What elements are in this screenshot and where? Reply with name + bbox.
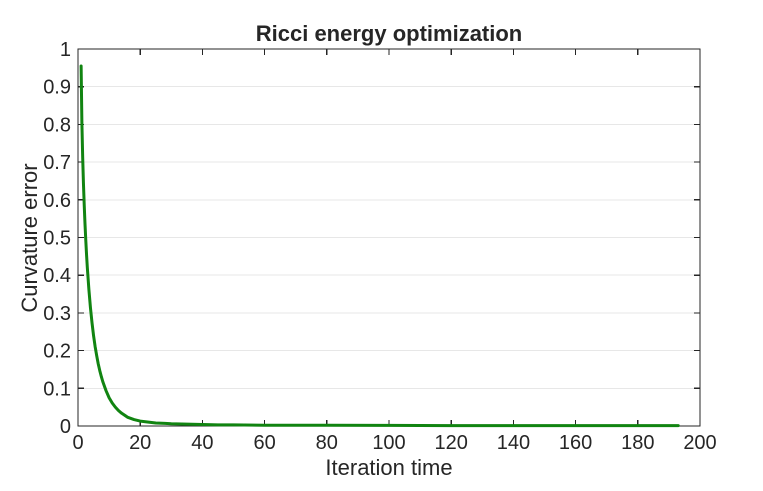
x-tick-label: 20 <box>129 432 151 454</box>
x-tick-label: 0 <box>72 432 83 454</box>
y-tick-label: 0.4 <box>43 265 71 287</box>
y-tick-label: 0 <box>60 416 71 438</box>
x-tick-label: 140 <box>497 432 530 454</box>
y-axis-label: Curvature error <box>17 163 42 313</box>
y-tick-label: 0.8 <box>43 114 71 136</box>
x-tick-label: 60 <box>253 432 275 454</box>
x-tick-labels: 0 20 40 60 80 100 120 140 160 180 200 <box>72 432 716 454</box>
y-tick-label: 0.7 <box>43 152 71 174</box>
y-tick-label: 0.3 <box>43 303 71 325</box>
y-tick-label: 0.9 <box>43 77 71 99</box>
x-tick-label: 80 <box>316 432 338 454</box>
y-tick-labels: 0 0.1 0.2 0.3 0.4 0.5 0.6 0.7 0.8 0.9 1 <box>43 39 71 438</box>
x-tick-label: 120 <box>435 432 468 454</box>
y-gridlines <box>78 86 700 389</box>
y-tick-label: 0.5 <box>43 228 71 250</box>
y-tick-label: 0.2 <box>43 341 71 363</box>
x-tick-label: 160 <box>559 432 592 454</box>
y-tick-label: 0.1 <box>43 378 71 400</box>
curve-curvature-error <box>79 64 680 428</box>
x-tick-label: 40 <box>191 432 213 454</box>
x-tick-label: 200 <box>683 432 716 454</box>
chart-title: Ricci energy optimization <box>255 21 523 46</box>
y-tick-label: 1 <box>60 39 71 61</box>
y-tick-label: 0.6 <box>43 190 71 212</box>
x-axis-label: Iteration time <box>325 455 453 480</box>
x-tick-label: 100 <box>372 432 405 454</box>
x-tick-label: 180 <box>621 432 654 454</box>
